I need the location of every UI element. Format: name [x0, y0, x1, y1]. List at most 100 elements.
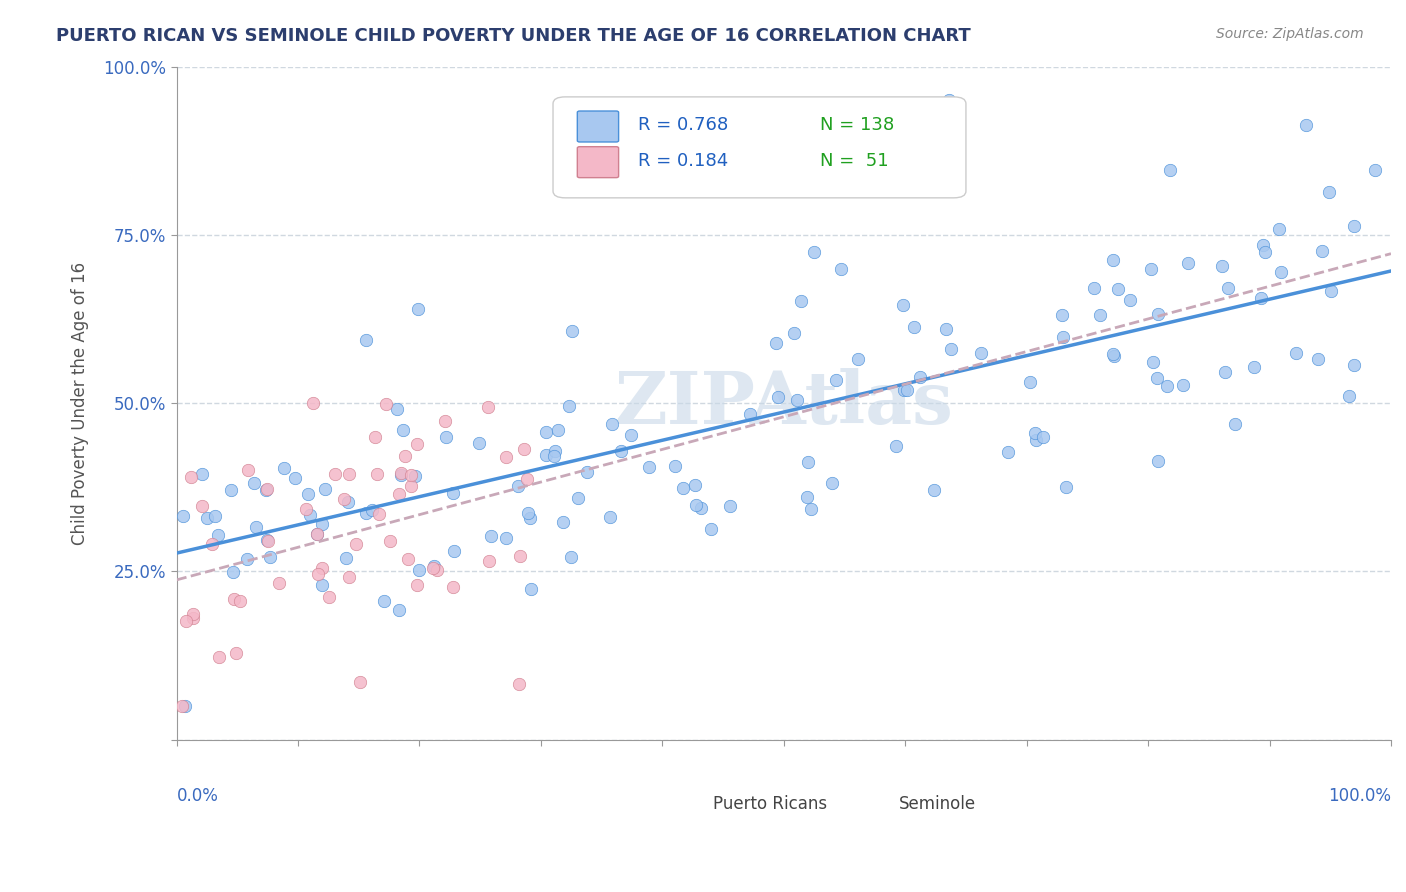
Point [1177, 256, 1199, 270]
Point [1156, 379, 1178, 393]
Point [256, 482, 278, 496]
Point [170, 698, 193, 713]
Point [1147, 454, 1170, 468]
Point [1254, 245, 1277, 260]
Point [534, 425, 557, 439]
Point [970, 345, 993, 359]
Point [426, 563, 449, 577]
Point [332, 492, 354, 507]
Point [307, 527, 329, 541]
Point [820, 475, 842, 490]
Point [509, 549, 531, 564]
Point [508, 677, 530, 691]
Point [172, 509, 194, 524]
Point [516, 472, 538, 486]
Point [367, 507, 389, 521]
Point [404, 468, 426, 483]
Point [354, 333, 377, 347]
Point [366, 467, 388, 481]
Point [1343, 219, 1365, 233]
Point [796, 491, 818, 505]
Point [318, 590, 340, 604]
Point [222, 591, 245, 606]
Point [1104, 349, 1126, 363]
Point [197, 511, 219, 525]
Point [561, 325, 583, 339]
Point [311, 561, 333, 575]
Point [236, 552, 259, 566]
Point [478, 554, 501, 568]
Point [1317, 185, 1340, 199]
Point [547, 423, 569, 437]
Point [891, 298, 914, 312]
Point [441, 485, 464, 500]
Point [441, 580, 464, 594]
Point [672, 481, 695, 495]
Point [1159, 163, 1181, 178]
FancyBboxPatch shape [553, 97, 966, 198]
Point [349, 675, 371, 690]
Point [405, 436, 427, 450]
Point [997, 445, 1019, 459]
Point [1052, 330, 1074, 344]
Text: 0.0%: 0.0% [177, 787, 218, 805]
Point [201, 537, 224, 551]
Point [1213, 365, 1236, 379]
Point [314, 483, 336, 497]
Point [323, 467, 346, 482]
Point [406, 302, 429, 317]
Text: R = 0.768: R = 0.768 [638, 116, 728, 134]
Point [284, 471, 307, 485]
Point [364, 430, 387, 444]
Point [908, 370, 931, 384]
Point [307, 527, 329, 541]
Point [939, 342, 962, 356]
Point [567, 491, 589, 505]
Point [1270, 265, 1292, 279]
Point [1054, 480, 1077, 494]
Point [1295, 118, 1317, 132]
Point [1025, 433, 1047, 447]
Point [824, 373, 846, 387]
Point [375, 397, 398, 411]
Point [599, 510, 621, 524]
Point [434, 414, 457, 428]
Point [208, 650, 231, 665]
Point [222, 565, 245, 579]
Point [337, 570, 360, 584]
Point [700, 522, 723, 536]
Point [783, 326, 806, 340]
Point [620, 427, 643, 442]
Point [389, 466, 412, 480]
Point [337, 467, 360, 481]
Point [1310, 244, 1333, 259]
Point [361, 502, 384, 516]
Text: ZIPAtlas: ZIPAtlas [614, 368, 953, 439]
Point [506, 479, 529, 493]
Point [422, 561, 444, 575]
Point [1251, 238, 1274, 252]
Point [664, 458, 686, 473]
Point [387, 401, 409, 416]
Point [354, 506, 377, 520]
Point [517, 506, 540, 520]
Point [389, 467, 412, 482]
Point [204, 509, 226, 524]
Point [1102, 346, 1125, 360]
Text: R = 0.184: R = 0.184 [638, 152, 728, 169]
Point [495, 531, 517, 545]
Point [846, 351, 869, 366]
Point [181, 611, 204, 625]
Point [1083, 281, 1105, 295]
Point [225, 646, 247, 660]
Point [543, 450, 565, 464]
Text: Seminole: Seminole [900, 796, 976, 814]
Point [181, 607, 204, 621]
FancyBboxPatch shape [666, 790, 704, 818]
Point [311, 516, 333, 531]
FancyBboxPatch shape [852, 790, 890, 818]
Point [1139, 262, 1161, 277]
Point [394, 449, 416, 463]
Point [392, 423, 415, 437]
Point [1223, 417, 1246, 432]
